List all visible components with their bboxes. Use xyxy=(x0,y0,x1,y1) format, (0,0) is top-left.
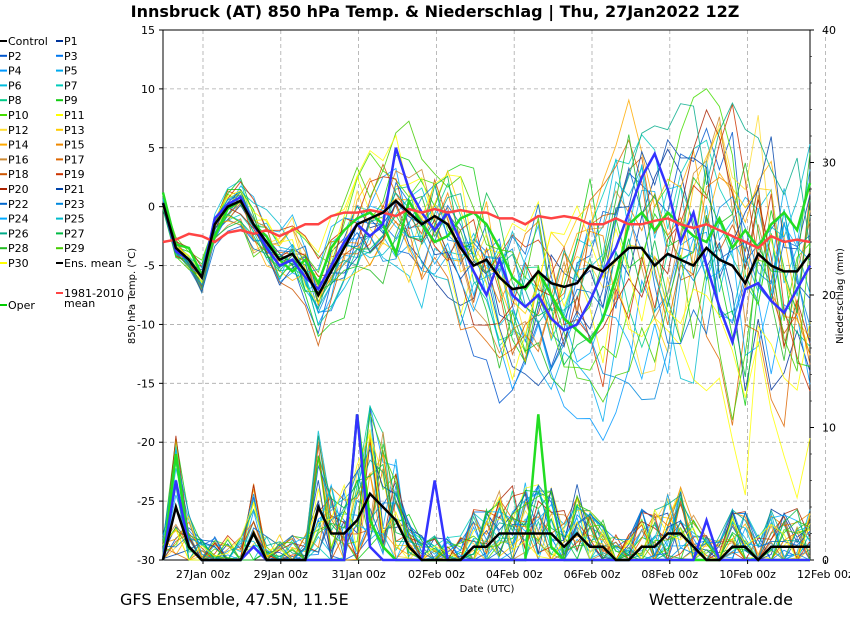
member-temp-line-P14 xyxy=(162,98,811,362)
series-precip-line-ens-mean xyxy=(161,491,810,562)
legend-label-climate-mean-line1: 1981-2010 xyxy=(64,287,124,300)
legend-label-p6: P6 xyxy=(8,79,22,92)
legend: Control P1 P2 P3 P4 P5 P6 P7 P8 P9 P10 P11 P12 P13 P14… xyxy=(0,35,124,312)
legend-label-p15: P15 xyxy=(64,139,85,152)
member-temp-line-P8 xyxy=(162,182,811,349)
member-precip-line-P30 xyxy=(162,433,811,562)
member-temp-line-P25 xyxy=(162,144,811,384)
legend-label-p22: P22 xyxy=(8,198,29,211)
x-tick-label-3: 02Feb 00z xyxy=(408,568,465,581)
left-tick-label-4: -5 xyxy=(144,260,155,273)
legend-label-p14: P14 xyxy=(8,139,29,152)
legend-label-p27: P27 xyxy=(64,227,85,240)
grid xyxy=(163,29,826,561)
legend-label-p11: P11 xyxy=(64,109,85,122)
y-axis-label-left: 850 hPa Temp. (°C) xyxy=(127,248,138,344)
right-tick-label-2: 20 xyxy=(822,289,836,302)
legend-label-p4: P4 xyxy=(8,65,22,78)
left-tick-label-8: -25 xyxy=(137,495,155,508)
legend-label-p30: P30 xyxy=(8,257,29,270)
legend-label-p19: P19 xyxy=(64,168,85,181)
right-tick-label-0: 40 xyxy=(822,24,836,37)
legend-label-p12: P12 xyxy=(8,124,29,137)
series-lines xyxy=(161,147,812,562)
series-temp-line-1981-2010-mean xyxy=(162,207,811,250)
left-tick-label-2: 5 xyxy=(148,142,155,155)
legend-label-p17: P17 xyxy=(64,153,85,166)
x-axis-ticks: 27Jan 00z 29Jan 00z 31Jan 00z 02Feb 00z 04Fe… xyxy=(176,560,850,581)
series-temp-line-oper xyxy=(161,182,812,345)
member-temp-line-P1 xyxy=(162,148,811,391)
legend-label-p2: P2 xyxy=(8,50,22,63)
left-tick-label-5: -10 xyxy=(137,318,155,331)
footer-model-info: GFS Ensemble, 47.5N, 11.5E xyxy=(120,590,349,609)
member-temp-line-P18 xyxy=(162,156,811,356)
legend-label-p7: P7 xyxy=(64,79,78,92)
legend-label-p29: P29 xyxy=(64,242,85,255)
y-axis-label-right: Niederschlag (mm) xyxy=(835,248,846,344)
chart-title: Innsbruck (AT) 850 hPa Temp. & Niedersch… xyxy=(131,2,740,22)
legend-label-p21: P21 xyxy=(64,183,85,196)
legend-label-p25: P25 xyxy=(64,213,85,226)
legend-label-p26: P26 xyxy=(8,227,29,240)
legend-label-p23: P23 xyxy=(64,198,85,211)
right-tick-label-3: 10 xyxy=(822,422,836,435)
x-tick-label-8: 12Feb 00z xyxy=(797,568,850,581)
left-tick-label-1: 10 xyxy=(141,83,155,96)
legend-label-climate-mean-line2: mean xyxy=(64,297,95,310)
member-temp-line-P30 xyxy=(162,134,811,500)
right-tick-label-1: 30 xyxy=(822,157,836,170)
left-tick-label-7: -20 xyxy=(137,436,155,449)
member-temp-line-P28 xyxy=(162,134,811,393)
legend-label-p24: P24 xyxy=(8,213,29,226)
x-tick-label-6: 08Feb 00z xyxy=(641,568,698,581)
left-tick-label-3: 0 xyxy=(148,201,155,214)
legend-label-p10: P10 xyxy=(8,109,29,122)
left-tick-label-6: -15 xyxy=(137,377,155,390)
x-axis-label: Date (UTC) xyxy=(460,584,515,595)
legend-label-p20: P20 xyxy=(8,183,29,196)
legend-label-p3: P3 xyxy=(64,50,78,63)
x-tick-label-4: 04Feb 00z xyxy=(486,568,543,581)
left-tick-label-9: -30 xyxy=(137,554,155,567)
legend-label-p18: P18 xyxy=(8,168,29,181)
legend-label-control: Control xyxy=(8,35,48,48)
legend-label-p16: P16 xyxy=(8,153,29,166)
series-temp-line-ens-mean xyxy=(161,199,812,298)
member-temp-line-P29 xyxy=(162,120,811,421)
x-tick-label-0: 27Jan 00z xyxy=(176,568,230,581)
right-axis-ticks: 403020100 xyxy=(810,24,836,567)
legend-label-p9: P9 xyxy=(64,94,78,107)
x-tick-label-1: 29Jan 00z xyxy=(254,568,308,581)
left-tick-label-0: 15 xyxy=(141,24,155,37)
x-tick-label-7: 10Feb 00z xyxy=(719,568,776,581)
legend-label-oper: Oper xyxy=(8,299,35,312)
legend-label-p5: P5 xyxy=(64,65,78,78)
series-temp-line-control xyxy=(161,147,812,347)
legend-label-p13: P13 xyxy=(64,124,85,137)
member-temp-line-P26 xyxy=(162,101,811,325)
x-tick-label-2: 31Jan 00z xyxy=(331,568,385,581)
legend-label-ens-mean: Ens. mean xyxy=(64,257,122,270)
footer-source: Wetterzentrale.de xyxy=(649,590,793,609)
left-axis-ticks: 15 10 5 0 -5 -10 -15 -20 -25 -30 xyxy=(137,24,163,567)
legend-label-p1: P1 xyxy=(64,35,78,48)
legend-label-p28: P28 xyxy=(8,242,29,255)
legend-label-p8: P8 xyxy=(8,94,22,107)
x-tick-label-5: 06Feb 00z xyxy=(564,568,621,581)
